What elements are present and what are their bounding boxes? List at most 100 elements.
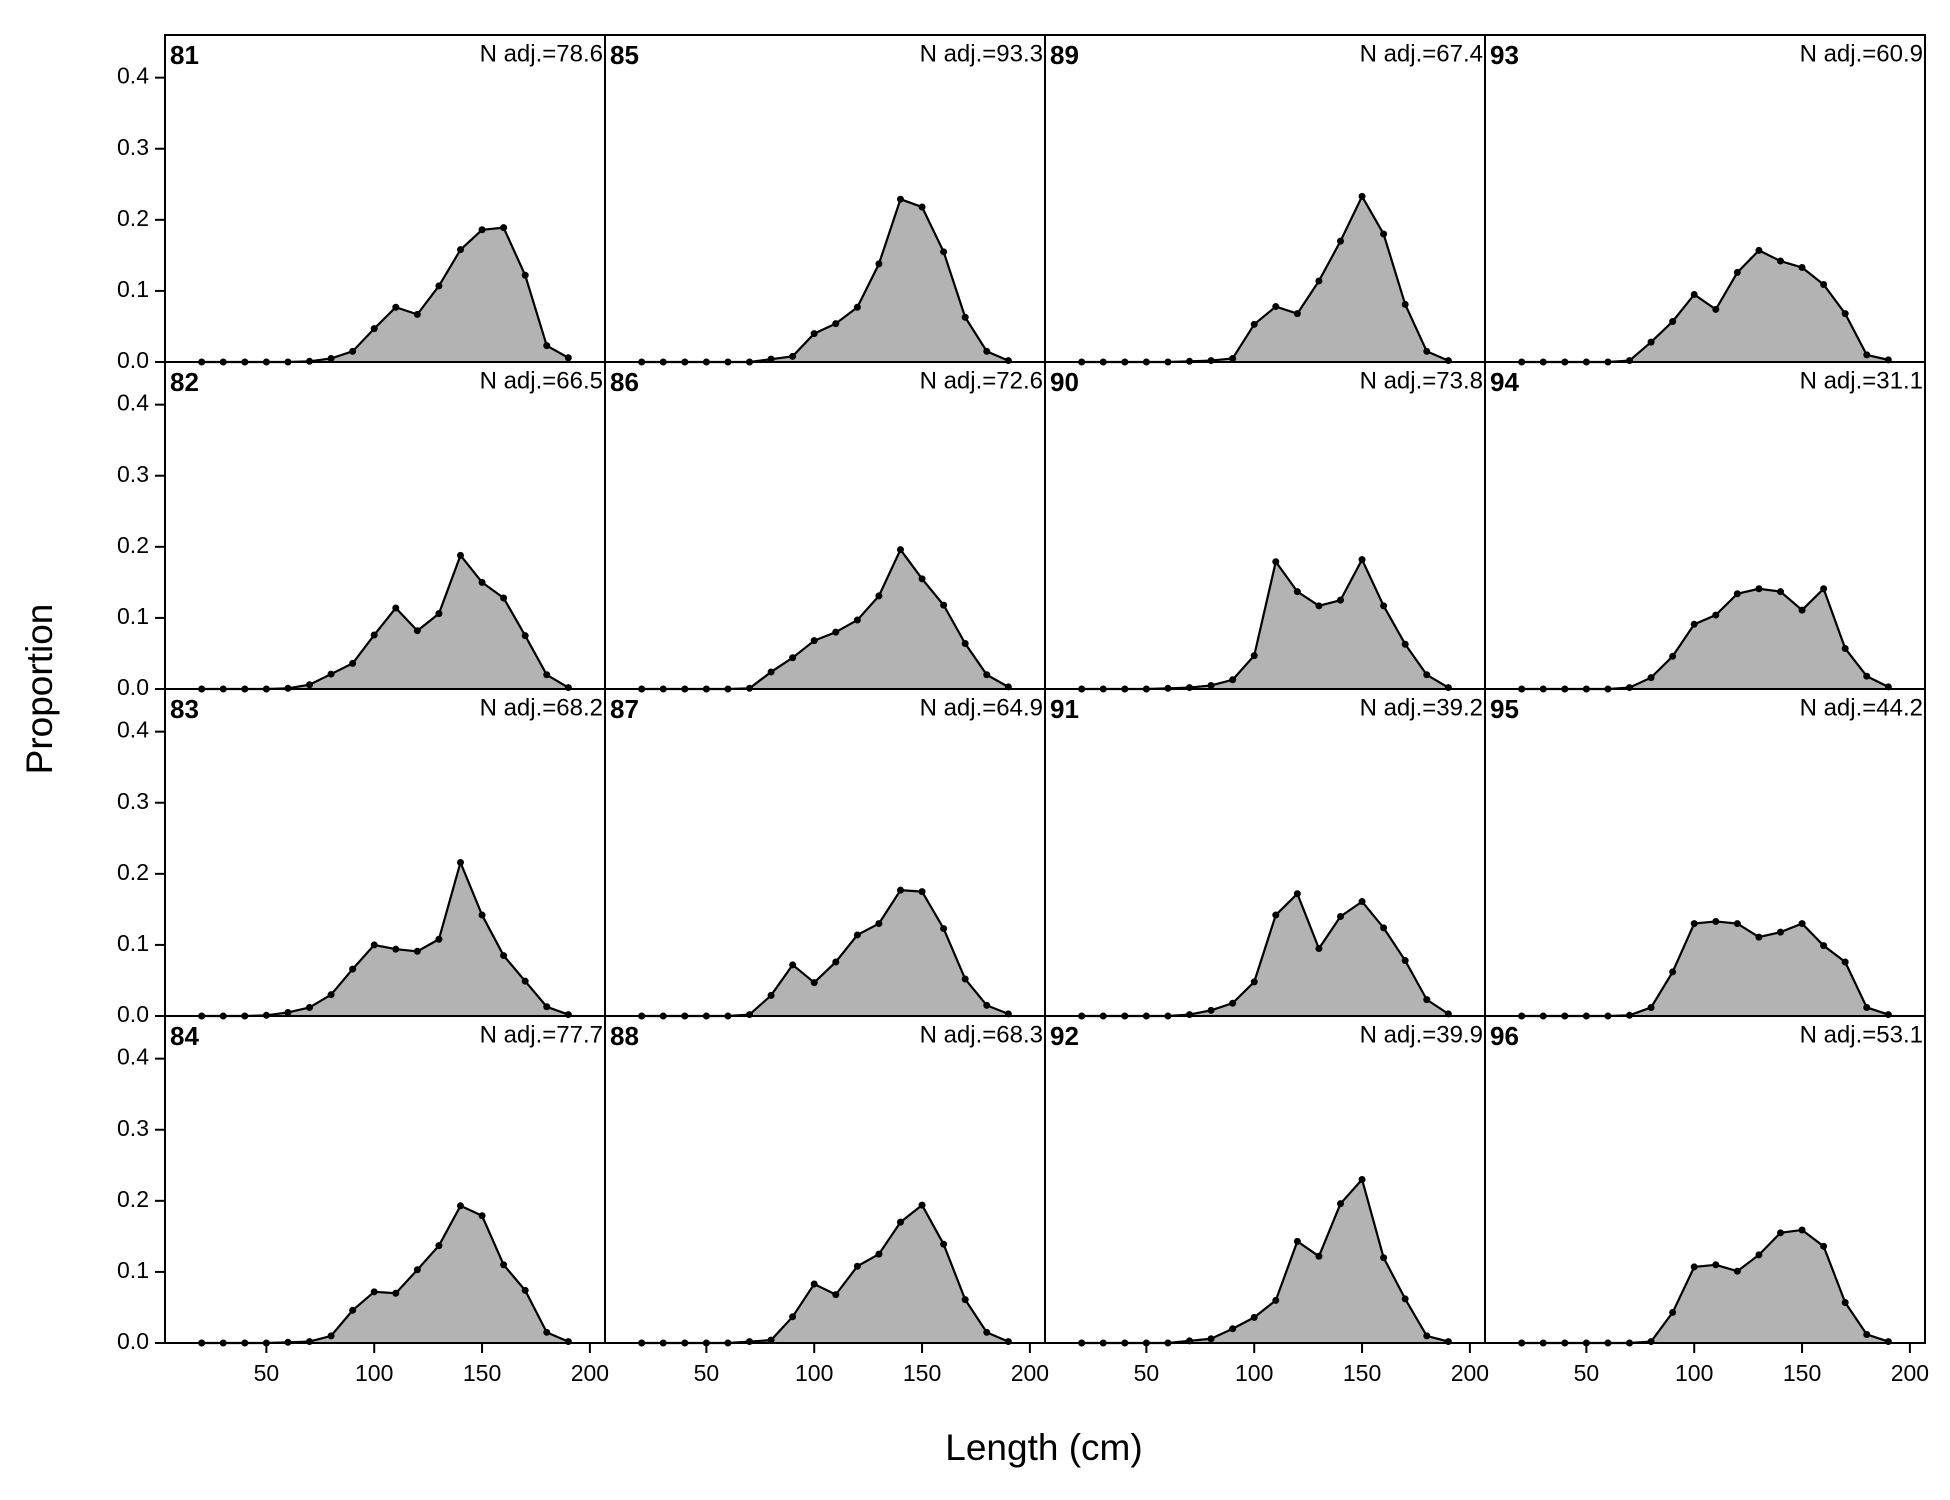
- point: [392, 303, 400, 311]
- point: [392, 604, 400, 612]
- panel-annotation: N adj.=39.2: [1360, 694, 1483, 721]
- area-fill: [1521, 921, 1889, 1016]
- x-tick-label: 100: [795, 1360, 833, 1386]
- point: [1315, 944, 1323, 952]
- area-fill: [641, 549, 1009, 689]
- point: [1380, 1254, 1388, 1262]
- area-fill: [1521, 250, 1889, 362]
- panel-title: 89: [1050, 40, 1079, 70]
- point: [918, 203, 926, 211]
- point: [1358, 192, 1366, 200]
- point: [1186, 684, 1194, 692]
- point: [370, 1288, 378, 1296]
- point: [1272, 303, 1280, 311]
- panel-annotation: N adj.=44.2: [1800, 694, 1923, 721]
- x-tick-label: 150: [903, 1360, 941, 1386]
- point: [1669, 317, 1677, 325]
- point: [961, 975, 969, 983]
- point: [1336, 596, 1344, 604]
- point: [1423, 1332, 1431, 1340]
- point: [1712, 305, 1720, 313]
- point: [327, 991, 335, 999]
- point: [1669, 968, 1677, 976]
- point: [1293, 1237, 1301, 1245]
- point: [1229, 999, 1237, 1007]
- point: [1841, 310, 1849, 318]
- point: [564, 1011, 572, 1019]
- point: [456, 551, 464, 559]
- point: [349, 1306, 357, 1314]
- point: [767, 991, 775, 999]
- point: [500, 952, 508, 960]
- y-tick-label: 0.1: [117, 276, 149, 302]
- point: [940, 248, 948, 256]
- point: [1820, 281, 1828, 289]
- panel-annotation: N adj.=93.3: [920, 40, 1043, 67]
- point: [413, 310, 421, 318]
- point: [370, 941, 378, 949]
- y-tick-label: 0.0: [117, 1328, 149, 1354]
- point: [1669, 1308, 1677, 1316]
- point: [1186, 1011, 1194, 1019]
- y-tick-label: 0.1: [117, 603, 149, 629]
- y-tick-label: 0.2: [117, 859, 149, 885]
- point: [1733, 590, 1741, 598]
- point: [1444, 1338, 1452, 1346]
- y-tick-label: 0.1: [117, 1257, 149, 1283]
- point: [1250, 978, 1258, 986]
- point: [543, 342, 551, 350]
- point: [543, 671, 551, 679]
- point: [327, 670, 335, 678]
- point: [918, 575, 926, 583]
- point: [789, 961, 797, 969]
- point: [940, 1240, 948, 1248]
- point: [1626, 357, 1634, 365]
- panel-frame: [164, 34, 606, 363]
- x-tick-label: 50: [254, 1360, 280, 1386]
- panel-annotation: N adj.=73.8: [1360, 367, 1483, 394]
- x-tick-label: 50: [694, 1360, 720, 1386]
- area-fill: [1081, 1179, 1449, 1343]
- point: [1401, 300, 1409, 308]
- panel-frame: [1044, 34, 1486, 363]
- panel-frame: [604, 34, 1046, 363]
- point: [1401, 640, 1409, 648]
- x-tick-label: 100: [1675, 1360, 1713, 1386]
- panel-annotation: N adj.=67.4: [1360, 40, 1483, 67]
- y-tick-label: 0.4: [117, 390, 149, 416]
- point: [896, 195, 904, 203]
- point: [789, 1313, 797, 1321]
- x-axis-label: Length (cm): [945, 1427, 1142, 1468]
- y-tick-label: 0.1: [117, 930, 149, 956]
- point: [456, 1202, 464, 1210]
- point: [1733, 1267, 1741, 1275]
- point: [1841, 644, 1849, 652]
- point: [1863, 351, 1871, 359]
- point: [349, 347, 357, 355]
- point: [896, 1218, 904, 1226]
- point: [284, 1008, 292, 1016]
- y-tick-label: 0.0: [117, 1001, 149, 1027]
- y-tick-label: 0.2: [117, 205, 149, 231]
- point: [1755, 585, 1763, 593]
- point: [1626, 684, 1634, 692]
- point: [1207, 1335, 1215, 1343]
- panel-title: 91: [1050, 694, 1079, 724]
- point: [1647, 338, 1655, 346]
- point: [1841, 958, 1849, 966]
- point: [832, 320, 840, 328]
- point: [875, 1250, 883, 1258]
- point: [1712, 611, 1720, 619]
- point: [1229, 1325, 1237, 1333]
- point: [832, 1291, 840, 1299]
- point: [413, 947, 421, 955]
- y-tick-label: 0.0: [117, 347, 149, 373]
- point: [435, 1242, 443, 1250]
- point: [1798, 1226, 1806, 1234]
- point: [456, 246, 464, 254]
- panel-title: 81: [170, 40, 199, 70]
- point: [500, 1261, 508, 1269]
- point: [1004, 357, 1012, 365]
- panel-frame: [1044, 1015, 1486, 1344]
